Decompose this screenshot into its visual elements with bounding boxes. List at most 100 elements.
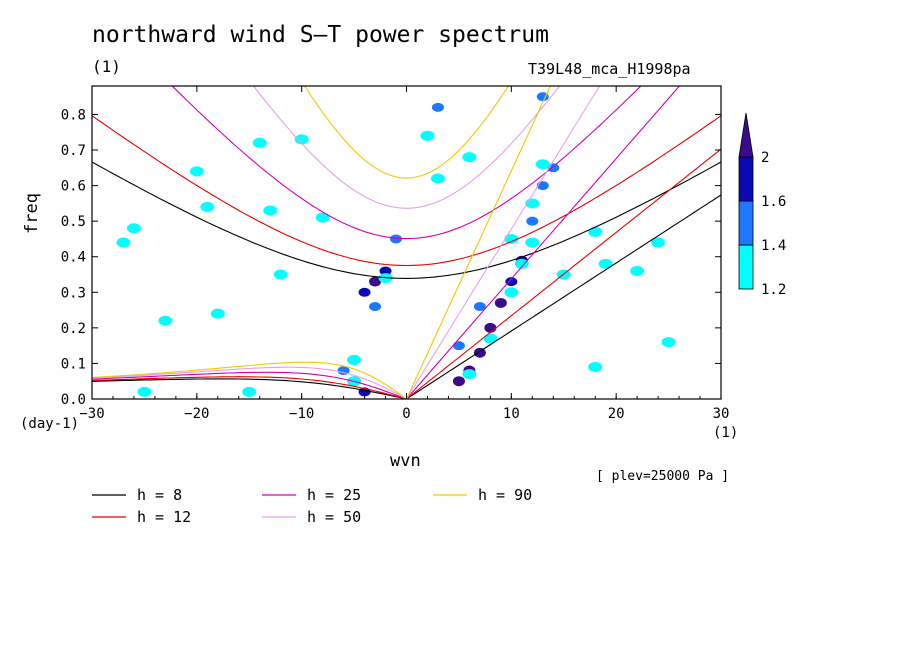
power-region bbox=[263, 205, 278, 216]
gravity-curve bbox=[252, 86, 561, 209]
rossby-curve bbox=[92, 361, 407, 399]
colorbar-segment bbox=[738, 156, 754, 202]
rossby-curve bbox=[92, 378, 407, 399]
power-region bbox=[369, 302, 382, 312]
power-region bbox=[116, 237, 131, 248]
colorbar-segment bbox=[738, 244, 754, 290]
gravity-curve bbox=[92, 161, 721, 279]
y-tick-label: 0.1 bbox=[61, 356, 86, 372]
power-region bbox=[315, 212, 330, 223]
units-label: (1) bbox=[92, 57, 121, 76]
power-region bbox=[484, 322, 497, 333]
power-region bbox=[504, 287, 519, 298]
power-region bbox=[526, 216, 539, 226]
power-region bbox=[473, 302, 486, 312]
power-region bbox=[347, 354, 362, 365]
x-tick-label: 0 bbox=[402, 406, 410, 422]
run-id-label: T39L48_mca_H1998pa bbox=[528, 60, 691, 78]
colorbar-label: 1.4 bbox=[761, 238, 786, 254]
colorbar: 1.2 1.4 1.6 2 bbox=[738, 112, 786, 298]
x-tick-label: −10 bbox=[289, 406, 314, 422]
legend-label: h = 12 bbox=[137, 508, 191, 526]
x-tick-label: 30 bbox=[713, 406, 730, 422]
legend-label: h = 50 bbox=[307, 508, 361, 526]
axes-layer: −30 −20 −10 0 10 20 30 0.0 0.1 0.2 0.3 0.4 0.5 0.6 0.7… bbox=[61, 86, 730, 422]
power-region bbox=[430, 173, 445, 184]
power-region bbox=[200, 201, 215, 212]
rossby-curve bbox=[92, 376, 407, 399]
power-region bbox=[252, 137, 267, 148]
dispersion-curve-layer bbox=[92, 86, 721, 399]
y-tick-label: 0.6 bbox=[61, 179, 86, 195]
power-region bbox=[588, 361, 603, 372]
power-region bbox=[504, 233, 519, 244]
legend-label: h = 25 bbox=[307, 486, 361, 504]
y-tick-label: 0.4 bbox=[61, 250, 86, 266]
power-region bbox=[588, 226, 603, 237]
y-tick-label: 0.2 bbox=[61, 321, 86, 337]
pressure-level-note: [ plev=25000 Pa ] bbox=[596, 469, 730, 484]
x-tick-label: −20 bbox=[184, 406, 209, 422]
kelvin-curve bbox=[406, 148, 721, 399]
x-tick-label: 20 bbox=[608, 406, 625, 422]
x-axis-label: wvn bbox=[390, 451, 421, 471]
kelvin-curve bbox=[405, 86, 551, 399]
power-region bbox=[483, 333, 498, 344]
legend-label: h = 8 bbox=[137, 486, 182, 504]
power-region bbox=[294, 134, 309, 145]
colorbar-label: 2 bbox=[761, 150, 769, 166]
power-region bbox=[273, 269, 288, 280]
power-region bbox=[525, 237, 540, 248]
y-axis-unit: (day-1) bbox=[20, 416, 80, 432]
y-tick-label: 0.5 bbox=[61, 214, 86, 230]
kelvin-curve bbox=[406, 86, 681, 399]
power-region bbox=[137, 386, 152, 397]
gravity-curve bbox=[171, 86, 642, 240]
gravity-curve bbox=[303, 86, 510, 179]
power-region bbox=[431, 102, 444, 112]
chart-title: northward wind S–T power spectrum bbox=[92, 22, 549, 48]
power-region bbox=[390, 234, 403, 244]
power-region bbox=[189, 166, 204, 177]
power-region bbox=[358, 287, 371, 297]
rossby-curve bbox=[92, 371, 407, 399]
power-region bbox=[535, 159, 550, 170]
power-region bbox=[651, 237, 666, 248]
power-contour-layer bbox=[116, 92, 676, 397]
power-region bbox=[505, 277, 518, 287]
rossby-curve bbox=[92, 366, 407, 399]
power-region bbox=[462, 152, 477, 163]
colorbar-label: 1.2 bbox=[761, 282, 786, 298]
power-region bbox=[420, 130, 435, 141]
power-region bbox=[452, 341, 465, 351]
power-region bbox=[514, 258, 529, 269]
power-region bbox=[494, 297, 507, 308]
y-tick-label: 0.8 bbox=[61, 107, 86, 123]
power-region bbox=[210, 308, 225, 319]
x-tick-label: −30 bbox=[79, 406, 104, 422]
power-region bbox=[462, 369, 477, 380]
power-region bbox=[630, 265, 645, 276]
kelvin-curve bbox=[406, 86, 601, 399]
legend: h = 8 h = 12 h = 25 h = 50 h = 90 bbox=[92, 486, 532, 526]
power-region bbox=[126, 223, 141, 234]
x-axis-unit: (1) bbox=[713, 425, 739, 441]
colorbar-triangle bbox=[738, 112, 754, 158]
power-region bbox=[242, 386, 257, 397]
power-region bbox=[369, 276, 382, 287]
colorbar-segment bbox=[738, 200, 754, 246]
power-region bbox=[536, 92, 549, 102]
power-region bbox=[661, 337, 676, 348]
power-region bbox=[452, 376, 465, 387]
power-region bbox=[598, 258, 613, 269]
y-tick-label: 0.0 bbox=[61, 392, 86, 408]
y-tick-label: 0.7 bbox=[61, 143, 86, 159]
x-tick-label: 10 bbox=[503, 406, 520, 422]
gravity-curve bbox=[92, 115, 721, 267]
y-tick-label: 0.3 bbox=[61, 285, 86, 301]
plot-frame bbox=[91, 85, 722, 400]
legend-label: h = 90 bbox=[478, 486, 532, 504]
power-region bbox=[158, 315, 173, 326]
kelvin-curve bbox=[406, 194, 721, 399]
